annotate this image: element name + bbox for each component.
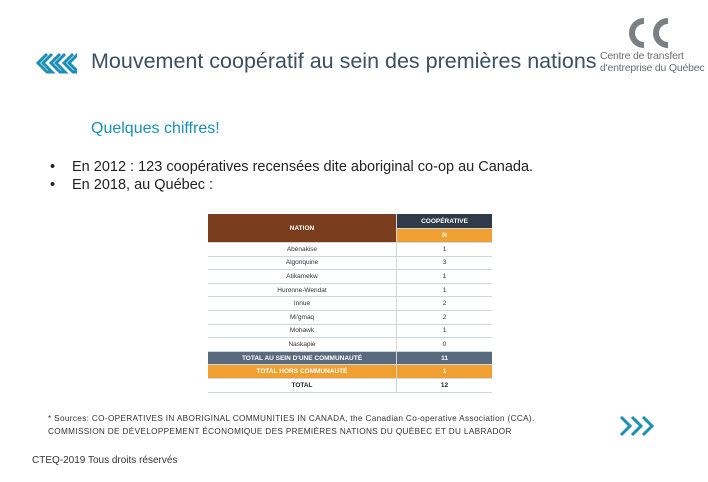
nation-cell: Atikamekw — [208, 269, 397, 284]
table-row: Mohawk 1 — [208, 324, 492, 339]
table-header-nation: NATION — [208, 214, 397, 243]
bullet-item: En 2012 : 123 coopératives recensées dit… — [50, 158, 533, 176]
cteq-logo-mark-icon — [629, 18, 669, 48]
nation-cell: Algonquine — [208, 256, 397, 271]
bullet-item: En 2018, au Québec : — [50, 176, 533, 194]
count-cell: 3 — [396, 256, 492, 271]
table-row: Abénakise 1 — [208, 242, 492, 257]
total-out-community-value: 1 — [396, 364, 492, 379]
nation-cell: Abénakise — [208, 242, 397, 257]
grand-total-value: 12 — [396, 378, 492, 393]
grand-total-label: TOTAL — [208, 378, 397, 393]
footer-copyright: CTEQ-2019 Tous droits réservés — [32, 455, 178, 466]
double-chevron-left-icon — [35, 52, 77, 74]
sources-line: * Sources: CO-OPERATIVES IN ABORIGINAL C… — [48, 414, 535, 423]
count-cell: 1 — [396, 242, 492, 257]
nation-cell: Mi'gmaq — [208, 310, 397, 325]
total-in-community-row: TOTAL AU SEIN D'UNE COMMUNAUTÉ 11 — [208, 351, 492, 366]
bullet-list: En 2012 : 123 coopératives recensées dit… — [50, 158, 533, 194]
nation-cell: Naskapie — [208, 337, 397, 352]
total-in-community-value: 11 — [396, 351, 492, 366]
table-row: Algonquine 3 — [208, 256, 492, 271]
count-cell: 1 — [396, 283, 492, 298]
table-row: Huronne-Wendat 1 — [208, 283, 492, 298]
table-row: Naskapie 0 — [208, 337, 492, 352]
logo-text-line2: d'entreprise du Québec — [600, 62, 705, 74]
cooperatives-table: NATION COOPÉRATIVE N Abénakise 1 Algonqui… — [208, 214, 492, 393]
slide-title: Mouvement coopératif au sein des premièr… — [91, 49, 597, 73]
count-cell: 2 — [396, 296, 492, 311]
cteq-logo: Centre de transfert d'entreprise du Québ… — [600, 14, 705, 76]
slide-subtitle: Quelques chiffres! — [91, 120, 220, 137]
double-chevron-right-icon — [619, 415, 655, 437]
count-cell: 2 — [396, 310, 492, 325]
total-in-community-label: TOTAL AU SEIN D'UNE COMMUNAUTÉ — [208, 351, 397, 366]
table-row: Mi'gmaq 2 — [208, 310, 492, 325]
nation-cell: Innue — [208, 296, 397, 311]
sources-line: COMMISSION DE DÉVELOPPEMENT ÉCONOMIQUE D… — [48, 427, 512, 436]
grand-total-row: TOTAL 12 — [208, 378, 492, 393]
table-row: Atikamekw 1 — [208, 269, 492, 284]
table-header-n: N — [396, 228, 492, 243]
count-cell: 1 — [396, 324, 492, 339]
nation-cell: Mohawk — [208, 324, 397, 339]
table-row: Innue 2 — [208, 296, 492, 311]
sources-note: * Sources: CO-OPERATIVES IN ABORIGINAL C… — [48, 412, 628, 438]
logo-text-line1: Centre de transfert — [600, 50, 684, 62]
count-cell: 0 — [396, 337, 492, 352]
table-header-cooperative: COOPÉRATIVE — [396, 214, 492, 229]
total-out-community-label: TOTAL HORS COMMUNAUTÉ — [208, 364, 397, 379]
nation-cell: Huronne-Wendat — [208, 283, 397, 298]
total-out-community-row: TOTAL HORS COMMUNAUTÉ 1 — [208, 364, 492, 379]
count-cell: 1 — [396, 269, 492, 284]
